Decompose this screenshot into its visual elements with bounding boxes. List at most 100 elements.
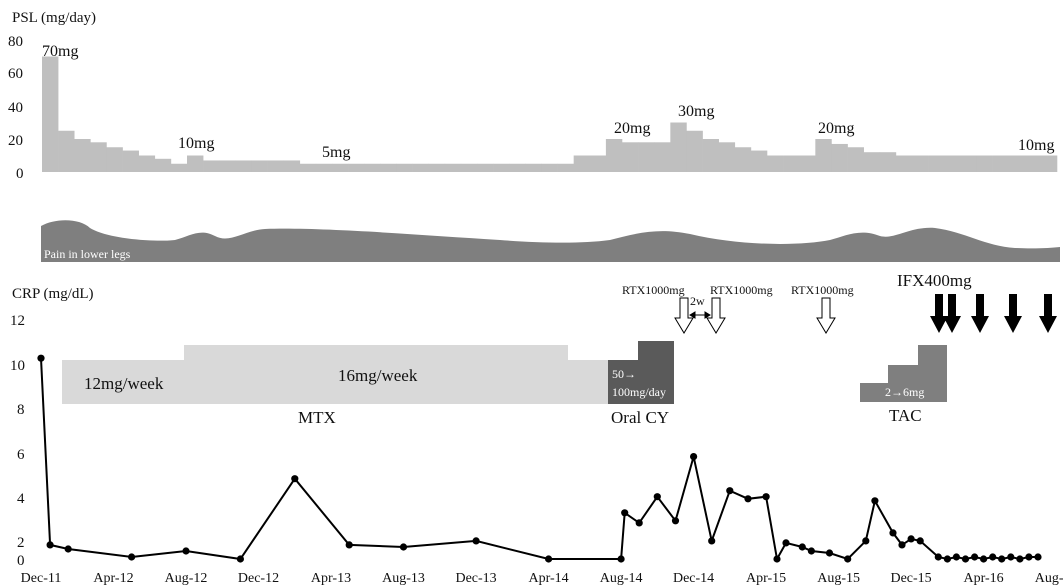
psl-bar <box>219 160 236 172</box>
psl-bar <box>525 163 542 172</box>
ifx-filled-arrow <box>971 294 989 333</box>
crp-point <box>773 555 781 563</box>
crp-x-tick: Apr-12 <box>93 571 133 586</box>
rtx-hollow-arrow <box>674 297 694 334</box>
psl-annotation: 5mg <box>322 144 350 161</box>
tac-block: 2→6mg TAC <box>860 345 947 425</box>
psl-annotation: 30mg <box>678 103 714 120</box>
psl-bar <box>170 163 188 172</box>
psl-bar <box>74 139 91 172</box>
crp-point <box>1034 553 1042 561</box>
psl-bar <box>750 150 768 172</box>
crp-point <box>291 475 299 483</box>
rtx-hollow-arrow <box>706 297 726 334</box>
crp-x-tick: Aug-12 <box>165 571 208 586</box>
crp-point <box>825 549 834 557</box>
crp-x-tick: Aug-15 <box>817 571 860 586</box>
psl-bar <box>90 142 107 172</box>
crp-point <box>898 541 906 549</box>
ifx-annotations: IFX400mg <box>897 271 1057 333</box>
ifx-label: IFX400mg <box>897 271 972 290</box>
psl-bar <box>605 139 623 172</box>
crp-x-tick: Apr-14 <box>529 571 569 586</box>
pain-area <box>41 220 1060 262</box>
psl-bar <box>332 163 349 172</box>
crp-point <box>943 555 952 563</box>
rtx-label: RTX1000mg <box>710 283 773 297</box>
psl-bar <box>251 160 268 172</box>
psl-bar <box>799 155 816 172</box>
psl-bar <box>299 163 317 172</box>
crp-x-tick: Aug-14 <box>600 571 643 586</box>
crp-point <box>1007 553 1015 561</box>
oral-cy-dose-2: 100mg/day <box>612 385 666 399</box>
psl-y-tick: 0 <box>16 166 24 182</box>
psl-bar <box>364 163 381 172</box>
crp-x-tick: Dec-15 <box>890 571 931 586</box>
crp-y-tick: 12 <box>10 313 25 329</box>
psl-annotation: 10mg <box>178 135 214 152</box>
psl-bar <box>348 163 365 172</box>
crp-point <box>844 555 852 563</box>
psl-bar <box>670 122 687 172</box>
crp-point <box>871 497 879 505</box>
crp-point <box>64 545 72 553</box>
crp-point <box>399 543 408 551</box>
psl-bar <box>428 163 446 172</box>
crp-point <box>617 555 625 563</box>
crp-series <box>37 354 1042 563</box>
crp-point <box>762 493 770 501</box>
crp-point <box>671 517 680 525</box>
tac-bar <box>860 345 947 402</box>
oral-cy-dose-1: 50→ <box>612 367 636 381</box>
crp-x-tick: Aug-16 <box>1035 571 1063 586</box>
crp-point <box>690 453 698 461</box>
crp-point <box>807 547 816 555</box>
rtx-label: RTX1000mg <box>622 283 685 297</box>
mtx-label: MTX <box>298 408 336 427</box>
psl-bar <box>879 152 897 172</box>
psl-bar <box>928 155 945 172</box>
crp-y-tick: 2 <box>17 535 25 551</box>
crp-y-ticks: 12 10 8 6 4 2 0 <box>10 313 25 569</box>
psl-bar <box>976 155 993 172</box>
crp-x-tick: Apr-15 <box>746 571 786 586</box>
crp-point <box>934 553 942 561</box>
psl-bar <box>122 150 139 172</box>
psl-bar <box>154 158 172 172</box>
crp-point <box>345 541 353 549</box>
psl-bar <box>863 152 881 172</box>
mtx-bar <box>62 345 608 404</box>
psl-bar <box>702 139 719 172</box>
rtx-label: RTX1000mg <box>791 283 854 297</box>
crp-point <box>744 495 752 503</box>
psl-bar <box>654 142 671 172</box>
crp-point <box>726 487 734 495</box>
crp-x-tick: Dec-14 <box>673 571 714 586</box>
tac-dose: 2→6mg <box>885 385 924 399</box>
crp-point <box>1025 553 1033 561</box>
psl-bar <box>718 142 736 172</box>
psl-bar <box>1024 155 1042 172</box>
crp-x-tick: Apr-13 <box>311 571 351 586</box>
crp-point <box>952 553 961 561</box>
crp-point <box>635 519 643 527</box>
crp-point <box>961 555 970 563</box>
psl-y-tick: 80 <box>8 34 23 50</box>
psl-annotation: 20mg <box>818 120 854 137</box>
psl-bar <box>783 155 800 172</box>
psl-bar <box>380 163 397 172</box>
psl-y-tick: 20 <box>8 133 23 149</box>
psl-bar <box>573 155 591 172</box>
psl-bar <box>847 147 864 172</box>
rtx-hollow-arrow <box>816 297 836 334</box>
psl-bar <box>815 139 832 172</box>
crp-point <box>653 493 661 501</box>
psl-bar <box>912 155 929 172</box>
oral-cy-bar <box>608 341 674 404</box>
mtx-dose-2: 16mg/week <box>338 366 418 385</box>
crp-point <box>46 541 54 549</box>
oral-cy-block: 50→ 100mg/day Oral CY <box>608 341 674 427</box>
crp-point <box>1016 555 1024 563</box>
